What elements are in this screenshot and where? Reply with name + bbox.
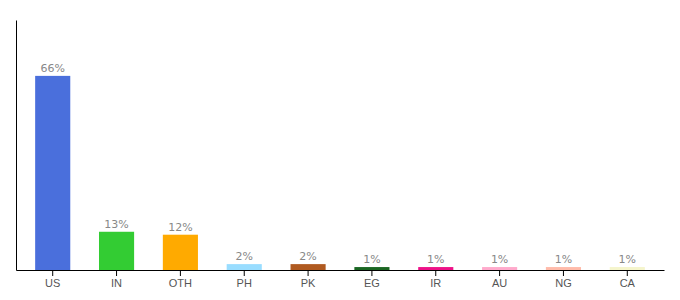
x-tick: CA <box>620 270 636 289</box>
x-tick: US <box>45 270 60 289</box>
x-tick-mark <box>52 270 53 276</box>
x-tick-label: CA <box>620 277 636 289</box>
bars <box>35 76 645 270</box>
x-tick: EG <box>364 270 380 289</box>
bar <box>227 264 262 270</box>
x-tick-label: EG <box>364 277 380 289</box>
data-label: 1% <box>491 253 508 266</box>
x-tick-mark <box>308 270 309 276</box>
x-tick-label: PH <box>237 277 252 289</box>
bar <box>291 264 326 270</box>
y-axis-line <box>16 21 17 271</box>
chart-svg: US IN OTH PH PK EG IR AU NG CA 66% 13% 12% 2% 2% 1% 1% 1%… <box>0 0 680 300</box>
bar <box>163 235 198 270</box>
x-axis-line <box>17 270 665 271</box>
data-label: 1% <box>619 253 636 266</box>
x-tick-label: IR <box>430 277 441 289</box>
data-label: 2% <box>299 250 316 263</box>
x-tick-label: IN <box>111 277 122 289</box>
data-labels: 66% 13% 12% 2% 2% 1% 1% 1% 1% 1% <box>40 62 636 266</box>
data-label: 1% <box>363 253 380 266</box>
x-tick-label: PK <box>301 277 316 289</box>
x-tick-label: US <box>45 277 60 289</box>
bar <box>99 232 134 270</box>
bar <box>418 267 453 270</box>
data-label: 2% <box>236 250 253 263</box>
x-tick-mark <box>435 270 436 276</box>
data-label: 1% <box>555 253 572 266</box>
x-tick: PK <box>301 270 316 289</box>
x-axis: US IN OTH PH PK EG IR AU NG CA <box>17 270 665 289</box>
x-tick-label: OTH <box>169 277 192 289</box>
x-tick-mark <box>563 270 564 276</box>
x-tick-label: NG <box>555 277 572 289</box>
x-tick-mark <box>371 270 372 276</box>
x-tick: IR <box>430 270 441 289</box>
bar <box>546 267 581 270</box>
x-tick-mark <box>116 270 117 276</box>
x-tick: IN <box>111 270 122 289</box>
bar <box>35 76 70 270</box>
bar <box>354 267 389 270</box>
x-tick-mark <box>244 270 245 276</box>
x-tick: PH <box>237 270 252 289</box>
x-tick: OTH <box>169 270 192 289</box>
y-axis <box>16 21 17 271</box>
x-tick: NG <box>555 270 572 289</box>
plot: US IN OTH PH PK EG IR AU NG CA 66% 13% 12% 2% 2% 1% 1% 1%… <box>17 21 665 289</box>
data-label: 12% <box>168 221 192 234</box>
data-label: 1% <box>427 253 444 266</box>
x-tick-mark <box>499 270 500 276</box>
data-label: 13% <box>104 218 128 231</box>
bar <box>610 267 645 270</box>
x-tick-mark <box>180 270 181 276</box>
x-tick-mark <box>627 270 628 276</box>
bar <box>482 267 517 270</box>
x-tick: AU <box>492 270 507 289</box>
chart-container: US IN OTH PH PK EG IR AU NG CA 66% 13% 12% 2% 2% 1% 1% 1%… <box>0 0 680 300</box>
data-label: 66% <box>40 62 64 75</box>
x-tick-label: AU <box>492 277 507 289</box>
